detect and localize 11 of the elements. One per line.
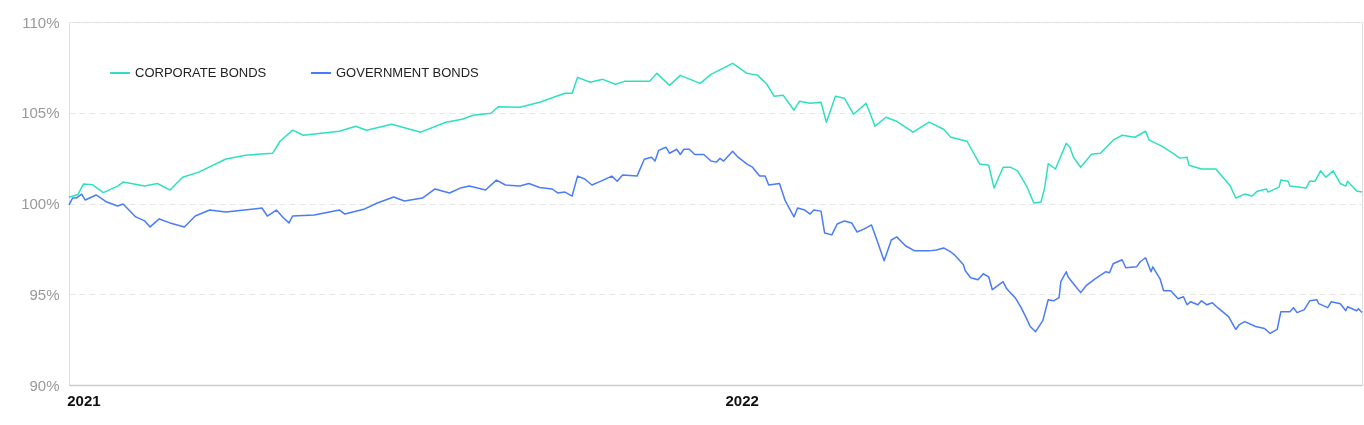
line-series	[68, 62, 1363, 204]
x-tick-label: 2021	[67, 391, 101, 409]
y-tick-label: 100%	[21, 195, 60, 212]
y-tick-label: 110%	[22, 13, 60, 31]
y-tick-label: 90%	[29, 376, 60, 394]
y-tick-label: 95%	[29, 285, 60, 303]
legend-label: CORPORATE BONDS	[135, 65, 267, 80]
x-tick-label: 2022	[725, 391, 759, 409]
y-tick-label: 105%	[21, 104, 60, 122]
legend-label: GOVERNMENT BONDS	[336, 65, 480, 80]
line-series	[68, 146, 1363, 335]
